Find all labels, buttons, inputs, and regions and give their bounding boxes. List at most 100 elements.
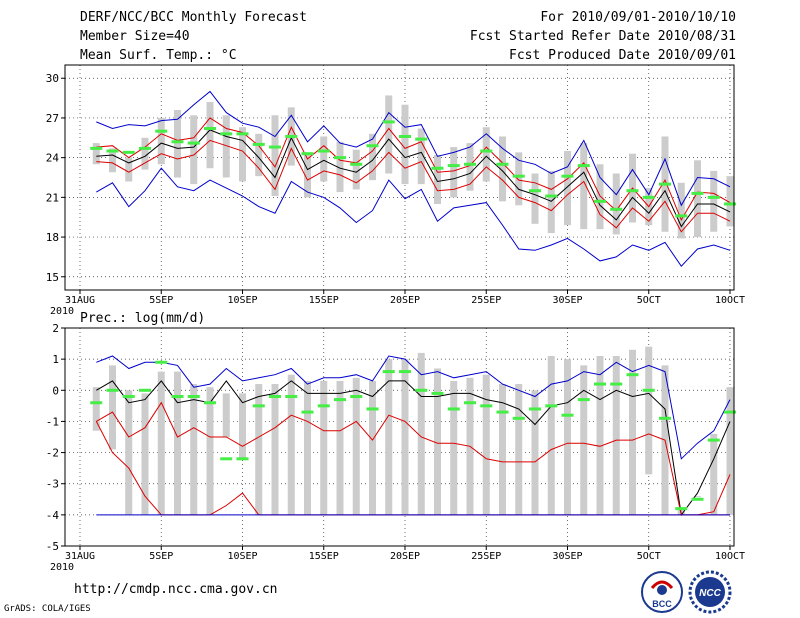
x-tick-label: 10SEP — [227, 295, 257, 306]
range-bar — [222, 393, 230, 437]
ensemble-marker — [399, 134, 411, 138]
range-bar — [206, 102, 214, 169]
ensemble-marker — [187, 395, 200, 399]
x-tick-label: 15SEP — [309, 295, 339, 306]
range-bar — [515, 152, 523, 206]
range-bar — [547, 170, 555, 234]
ensemble-marker — [187, 141, 200, 145]
x-tick-label: 5SEP — [149, 295, 173, 306]
y-tick-label: -4 — [46, 509, 60, 522]
ncc-logo-text: NCC — [699, 588, 721, 599]
ensemble-marker — [106, 149, 119, 153]
series-line-mean — [96, 129, 731, 228]
ensemble-marker — [350, 162, 363, 166]
ensemble-marker — [155, 360, 168, 364]
ensemble-marker — [626, 373, 639, 377]
ensemble-marker — [122, 395, 135, 399]
range-bar — [125, 157, 133, 182]
range-bar — [564, 359, 571, 515]
range-bar — [612, 356, 620, 515]
range-bar — [466, 143, 474, 191]
series-line-upper — [96, 117, 731, 222]
range-bar — [255, 133, 263, 177]
ensemble-marker — [285, 134, 298, 138]
header-right-line-3: Fcst Produced Date 2010/09/01 — [509, 48, 736, 63]
ensemble-marker — [610, 382, 623, 386]
range-bar — [450, 380, 458, 515]
ensemble-marker — [561, 413, 574, 417]
ensemble-marker — [675, 507, 688, 511]
header-left-line-1: DERF/NCC/BCC Monthly Forecast — [80, 10, 307, 25]
range-bar — [645, 346, 653, 475]
plot-frame — [64, 64, 735, 291]
ensemble-marker — [464, 401, 476, 405]
y-tick-label: -5 — [46, 540, 59, 553]
range-bar — [92, 143, 100, 165]
ensemble-marker — [675, 214, 688, 218]
footer-grads-credit: GrADS: COLA/IGES — [4, 604, 91, 614]
footer-url[interactable]: http://cmdp.ncc.cma.gov.cn — [74, 582, 278, 597]
ensemble-marker — [529, 189, 541, 193]
ensemble-marker — [171, 140, 184, 144]
range-bar — [222, 115, 230, 178]
range-bar — [677, 182, 685, 239]
range-bar — [401, 104, 409, 185]
range-bar — [320, 380, 328, 515]
ensemble-marker — [594, 382, 606, 386]
range-bar — [515, 384, 523, 515]
range-bar — [629, 349, 636, 515]
range-bar — [369, 133, 376, 181]
y-tick-label: 30 — [46, 72, 59, 85]
range-bar — [369, 380, 376, 515]
ensemble-marker — [220, 132, 233, 136]
range-bar — [417, 352, 425, 515]
y-tick-label: 2 — [52, 322, 59, 335]
ensemble-marker — [399, 370, 411, 374]
range-bar — [239, 127, 246, 182]
range-bar — [385, 359, 393, 515]
range-bar — [336, 141, 344, 193]
ensemble-marker — [610, 207, 623, 211]
x-tick-label: 5OCT — [637, 295, 661, 306]
range-bar — [482, 127, 490, 182]
ensemble-marker — [512, 174, 525, 178]
range-bar — [580, 143, 588, 230]
range-bar — [255, 384, 263, 515]
ensemble-marker — [415, 388, 428, 392]
ensemble-marker — [171, 395, 184, 399]
range-bar — [612, 173, 620, 235]
ensemble-marker — [155, 129, 168, 133]
range-bar — [450, 147, 458, 198]
range-bar — [694, 160, 701, 238]
range-bar — [92, 387, 100, 431]
range-bar — [547, 356, 555, 515]
ensemble-marker — [529, 407, 541, 411]
range-bar — [434, 368, 441, 515]
ensemble-marker — [496, 410, 509, 414]
x-tick-label: 31AUG — [65, 551, 95, 562]
range-bar — [726, 387, 734, 515]
panel-title: Prec.: log(mm/d) — [80, 311, 205, 326]
ensemble-marker — [122, 150, 135, 154]
range-bar — [580, 365, 588, 515]
y-tick-label: -2 — [46, 447, 59, 460]
ensemble-marker — [366, 407, 379, 411]
ensemble-marker — [464, 162, 476, 166]
ensemble-marker — [220, 457, 233, 461]
ensemble-marker — [594, 199, 606, 203]
ensemble-marker — [545, 194, 558, 198]
range-bar — [174, 110, 181, 178]
ensemble-marker — [106, 388, 119, 392]
header-right-line-1: For 2010/09/01-2010/10/10 — [540, 10, 736, 25]
range-bar — [320, 136, 328, 182]
ensemble-marker — [301, 152, 314, 156]
ensemble-marker — [707, 195, 720, 199]
range-bar — [125, 390, 133, 515]
x-tick-label: 10SEP — [227, 551, 257, 562]
ensemble-marker — [285, 395, 298, 399]
ensemble-marker — [301, 410, 314, 414]
x-tick-label: 20SEP — [390, 295, 420, 306]
y-tick-label: 27 — [46, 112, 59, 125]
ensemble-marker — [447, 164, 460, 168]
